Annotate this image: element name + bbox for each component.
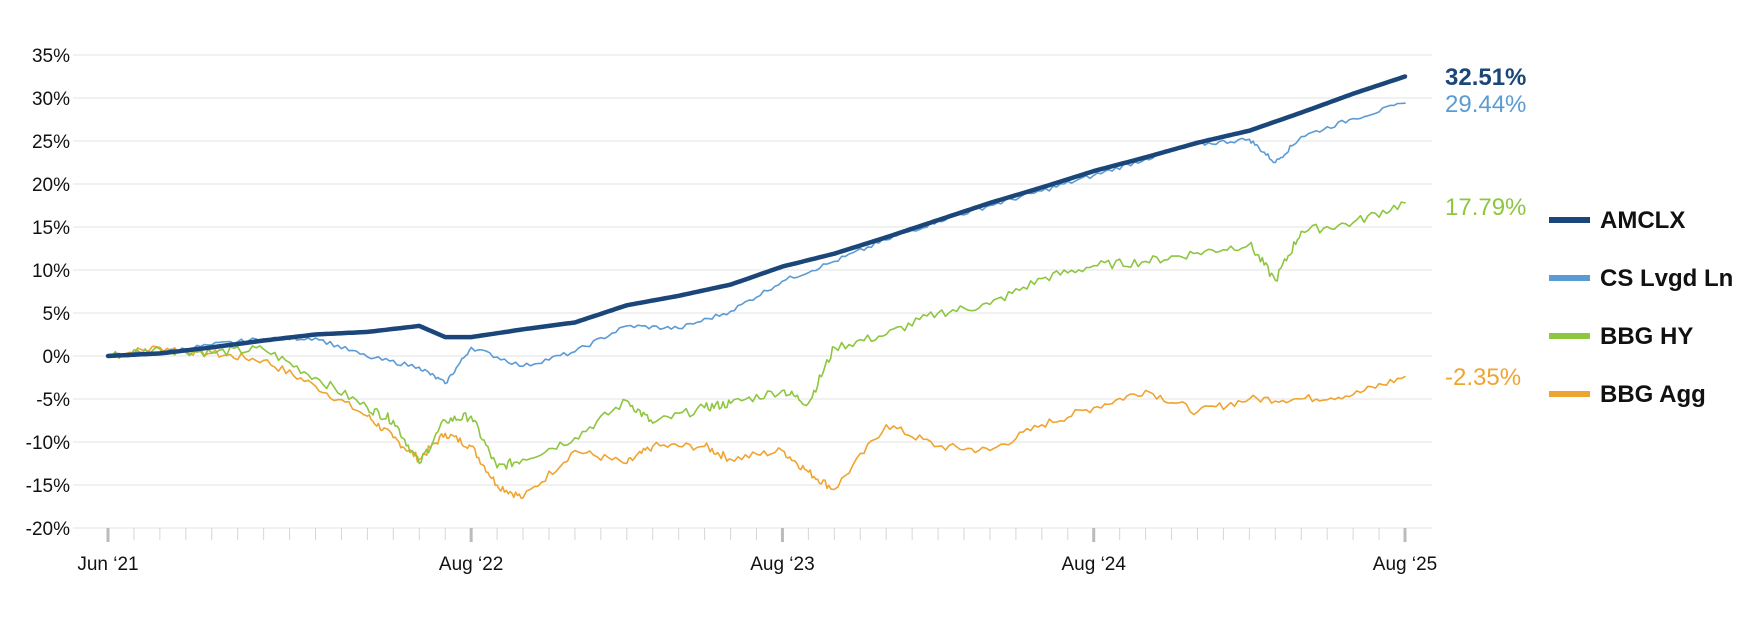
y-tick-label: 20%	[32, 175, 70, 196]
y-axis: 35% 30% 25% 20% 15% 10% 5% 0% -5% -10% -15% -20%	[26, 46, 70, 540]
y-tick-label: 15%	[32, 218, 70, 239]
legend-label: BBG HY	[1600, 323, 1693, 350]
y-tick-label: -10%	[26, 433, 70, 454]
y-tick-label: 25%	[32, 132, 70, 153]
y-tick-label: 30%	[32, 89, 70, 110]
x-tick-label: Aug ‘22	[439, 554, 503, 575]
end-value-label: 29.44%	[1445, 91, 1526, 118]
series-lines	[105, 74, 1408, 500]
x-tick-label: Aug ‘25	[1373, 554, 1437, 575]
y-tick-label: 10%	[32, 261, 70, 282]
legend-swatch	[1549, 391, 1590, 397]
legend-label: CS Lvgd Ln	[1600, 265, 1733, 292]
y-tick-label: 35%	[32, 46, 70, 67]
x-tick-label: Aug ‘24	[1061, 554, 1126, 575]
grid-lines	[73, 54, 1432, 529]
legend-label: AMCLX	[1600, 207, 1685, 234]
end-value-labels: 32.51%29.44% 17.79% -2.35%	[1445, 64, 1526, 391]
y-tick-label: 5%	[43, 304, 71, 325]
series-line-amclx	[105, 74, 1408, 359]
series-line-bbg-hy	[107, 201, 1406, 470]
series-line-bbg-agg	[107, 345, 1406, 500]
legend-swatch	[1549, 217, 1590, 223]
y-tick-label: -5%	[36, 390, 70, 411]
series-line-cs-lvgd-ln	[107, 102, 1406, 385]
end-value-label: -2.35%	[1445, 364, 1521, 391]
y-tick-label: -20%	[26, 519, 70, 540]
end-value-label: 32.51%	[1445, 64, 1526, 91]
legend: AMCLX CS Lvgd Ln BBG HY BBG Agg	[1549, 207, 1733, 408]
x-tick-label: Aug ‘23	[750, 554, 814, 575]
x-axis: Jun ‘21 Aug ‘22 Aug ‘23 Aug ‘24 Aug ‘25	[77, 528, 1437, 575]
end-value-label: 17.79%	[1445, 194, 1526, 221]
x-tick-label: Jun ‘21	[77, 554, 138, 575]
y-tick-label: -15%	[26, 476, 70, 497]
y-tick-label: 0%	[43, 347, 71, 368]
legend-swatch	[1549, 333, 1590, 339]
legend-label: BBG Agg	[1600, 381, 1706, 408]
legend-swatch	[1549, 275, 1590, 281]
